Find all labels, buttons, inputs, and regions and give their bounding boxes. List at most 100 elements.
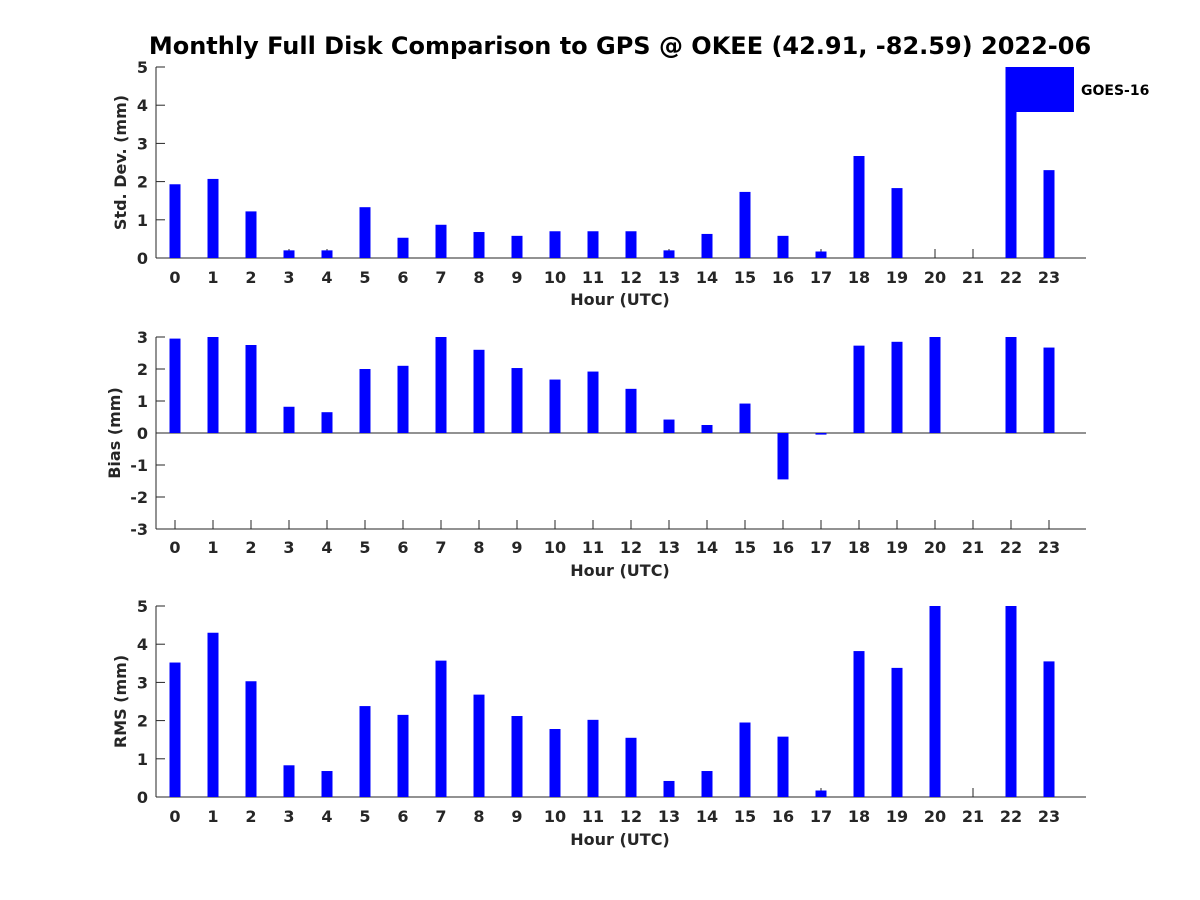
std-dev-x-tick-label: 15 [734, 268, 756, 287]
bias-x-tick-label: 10 [544, 538, 566, 557]
std-dev-x-tick-label: 1 [207, 268, 218, 287]
rms-x-tick-label: 16 [772, 807, 794, 826]
std-dev-bar [283, 250, 295, 258]
bias-bar [397, 365, 409, 433]
std-dev-bar [663, 250, 675, 258]
std-dev-y-tick-label: 0 [137, 249, 148, 268]
rms-x-tick-label: 5 [359, 807, 370, 826]
bias-y-tick-label: -2 [130, 488, 148, 507]
std-dev-bar [815, 251, 827, 258]
legend-swatch [1007, 67, 1074, 112]
bias-bar [359, 369, 371, 433]
rms-x-tick-label: 21 [962, 807, 984, 826]
std-dev-bar [207, 178, 219, 258]
legend-label: GOES-16 [1081, 83, 1149, 99]
rms-x-tick-label: 14 [696, 807, 718, 826]
rms-x-tick-label: 4 [321, 807, 332, 826]
std-dev-y-tick-label: 5 [137, 58, 148, 77]
bias-y-tick-label: 3 [137, 328, 148, 347]
std-dev-x-tick-label: 7 [435, 268, 446, 287]
std-dev-x-tick-label: 10 [544, 268, 566, 287]
rms-x-tick-label: 2 [245, 807, 256, 826]
bias-bar [853, 345, 865, 433]
rms-bar [929, 606, 941, 797]
rms-x-tick-label: 20 [924, 807, 946, 826]
rms-y-tick-label: 5 [137, 597, 148, 616]
std-dev-y-tick-label: 3 [137, 134, 148, 153]
bias-bar [549, 379, 561, 433]
bias-bar [1005, 337, 1017, 433]
bias-y-tick-label: 1 [137, 392, 148, 411]
rms-bar [435, 660, 447, 797]
std-dev-bar [1005, 67, 1017, 258]
std-dev-x-tick-label: 17 [810, 268, 832, 287]
std-dev-bar [321, 250, 333, 258]
std-dev-bar [777, 235, 789, 258]
bias-bar [663, 419, 675, 433]
std-dev-x-tick-label: 22 [1000, 268, 1022, 287]
bias-y-tick-label: 2 [137, 360, 148, 379]
std-dev-x-axis-label: Hour (UTC) [570, 290, 670, 309]
bias-x-tick-label: 15 [734, 538, 756, 557]
bias-bar [1043, 347, 1055, 433]
std-dev-bar [435, 224, 447, 258]
rms-x-tick-label: 11 [582, 807, 604, 826]
std-dev-x-tick-label: 0 [169, 268, 180, 287]
bias-x-tick-label: 8 [473, 538, 484, 557]
rms-bar [549, 729, 561, 797]
rms-x-tick-label: 7 [435, 807, 446, 826]
std-dev-bar [891, 188, 903, 258]
rms-y-tick-label: 4 [137, 635, 148, 654]
std-dev-bar [245, 211, 257, 258]
bias-bar [207, 337, 219, 433]
bias-bar [815, 433, 827, 435]
rms-bar [815, 790, 827, 797]
std-dev-y-axis-label: Std. Dev. (mm) [111, 95, 130, 230]
std-dev-bar [359, 207, 371, 258]
std-dev-bar [511, 235, 523, 258]
bias-bar [929, 337, 941, 433]
std-dev-x-tick-label: 19 [886, 268, 908, 287]
rms-x-tick-label: 9 [511, 807, 522, 826]
bias-x-tick-label: 7 [435, 538, 446, 557]
rms-x-tick-label: 22 [1000, 807, 1022, 826]
rms-bar [473, 694, 485, 797]
std-dev-bar [587, 231, 599, 258]
bias-x-axis-label: Hour (UTC) [570, 561, 670, 580]
std-dev-bar [549, 231, 561, 258]
std-dev-x-tick-label: 20 [924, 268, 946, 287]
bias-y-axis-label: Bias (mm) [105, 387, 124, 479]
rms-y-tick-label: 1 [137, 750, 148, 769]
bias-y-tick-label: -3 [130, 520, 148, 539]
bias-x-tick-label: 0 [169, 538, 180, 557]
std-dev-bar [625, 231, 637, 258]
bias-bar [587, 371, 599, 433]
rms-bar [739, 722, 751, 797]
std-dev-x-tick-label: 14 [696, 268, 718, 287]
bias-x-tick-label: 2 [245, 538, 256, 557]
rms-y-tick-label: 3 [137, 673, 148, 692]
std-dev-x-tick-label: 3 [283, 268, 294, 287]
bias-x-tick-label: 19 [886, 538, 908, 557]
rms-bar [853, 651, 865, 797]
std-dev-bar [853, 156, 865, 258]
rms-bar [625, 737, 637, 797]
rms-bar [359, 706, 371, 797]
std-dev-bar [1043, 170, 1055, 258]
rms-x-tick-label: 18 [848, 807, 870, 826]
rms-x-tick-label: 19 [886, 807, 908, 826]
bias-x-tick-label: 17 [810, 538, 832, 557]
std-dev-bar [397, 237, 409, 258]
rms-bar [245, 681, 257, 797]
std-dev-y-tick-label: 1 [137, 211, 148, 230]
std-dev-x-tick-label: 16 [772, 268, 794, 287]
rms-x-tick-label: 10 [544, 807, 566, 826]
bias-y-tick-label: -1 [130, 456, 148, 475]
rms-bar [701, 771, 713, 797]
rms-bar [169, 662, 181, 797]
rms-bar [891, 667, 903, 797]
rms-x-tick-label: 1 [207, 807, 218, 826]
std-dev-x-tick-label: 8 [473, 268, 484, 287]
